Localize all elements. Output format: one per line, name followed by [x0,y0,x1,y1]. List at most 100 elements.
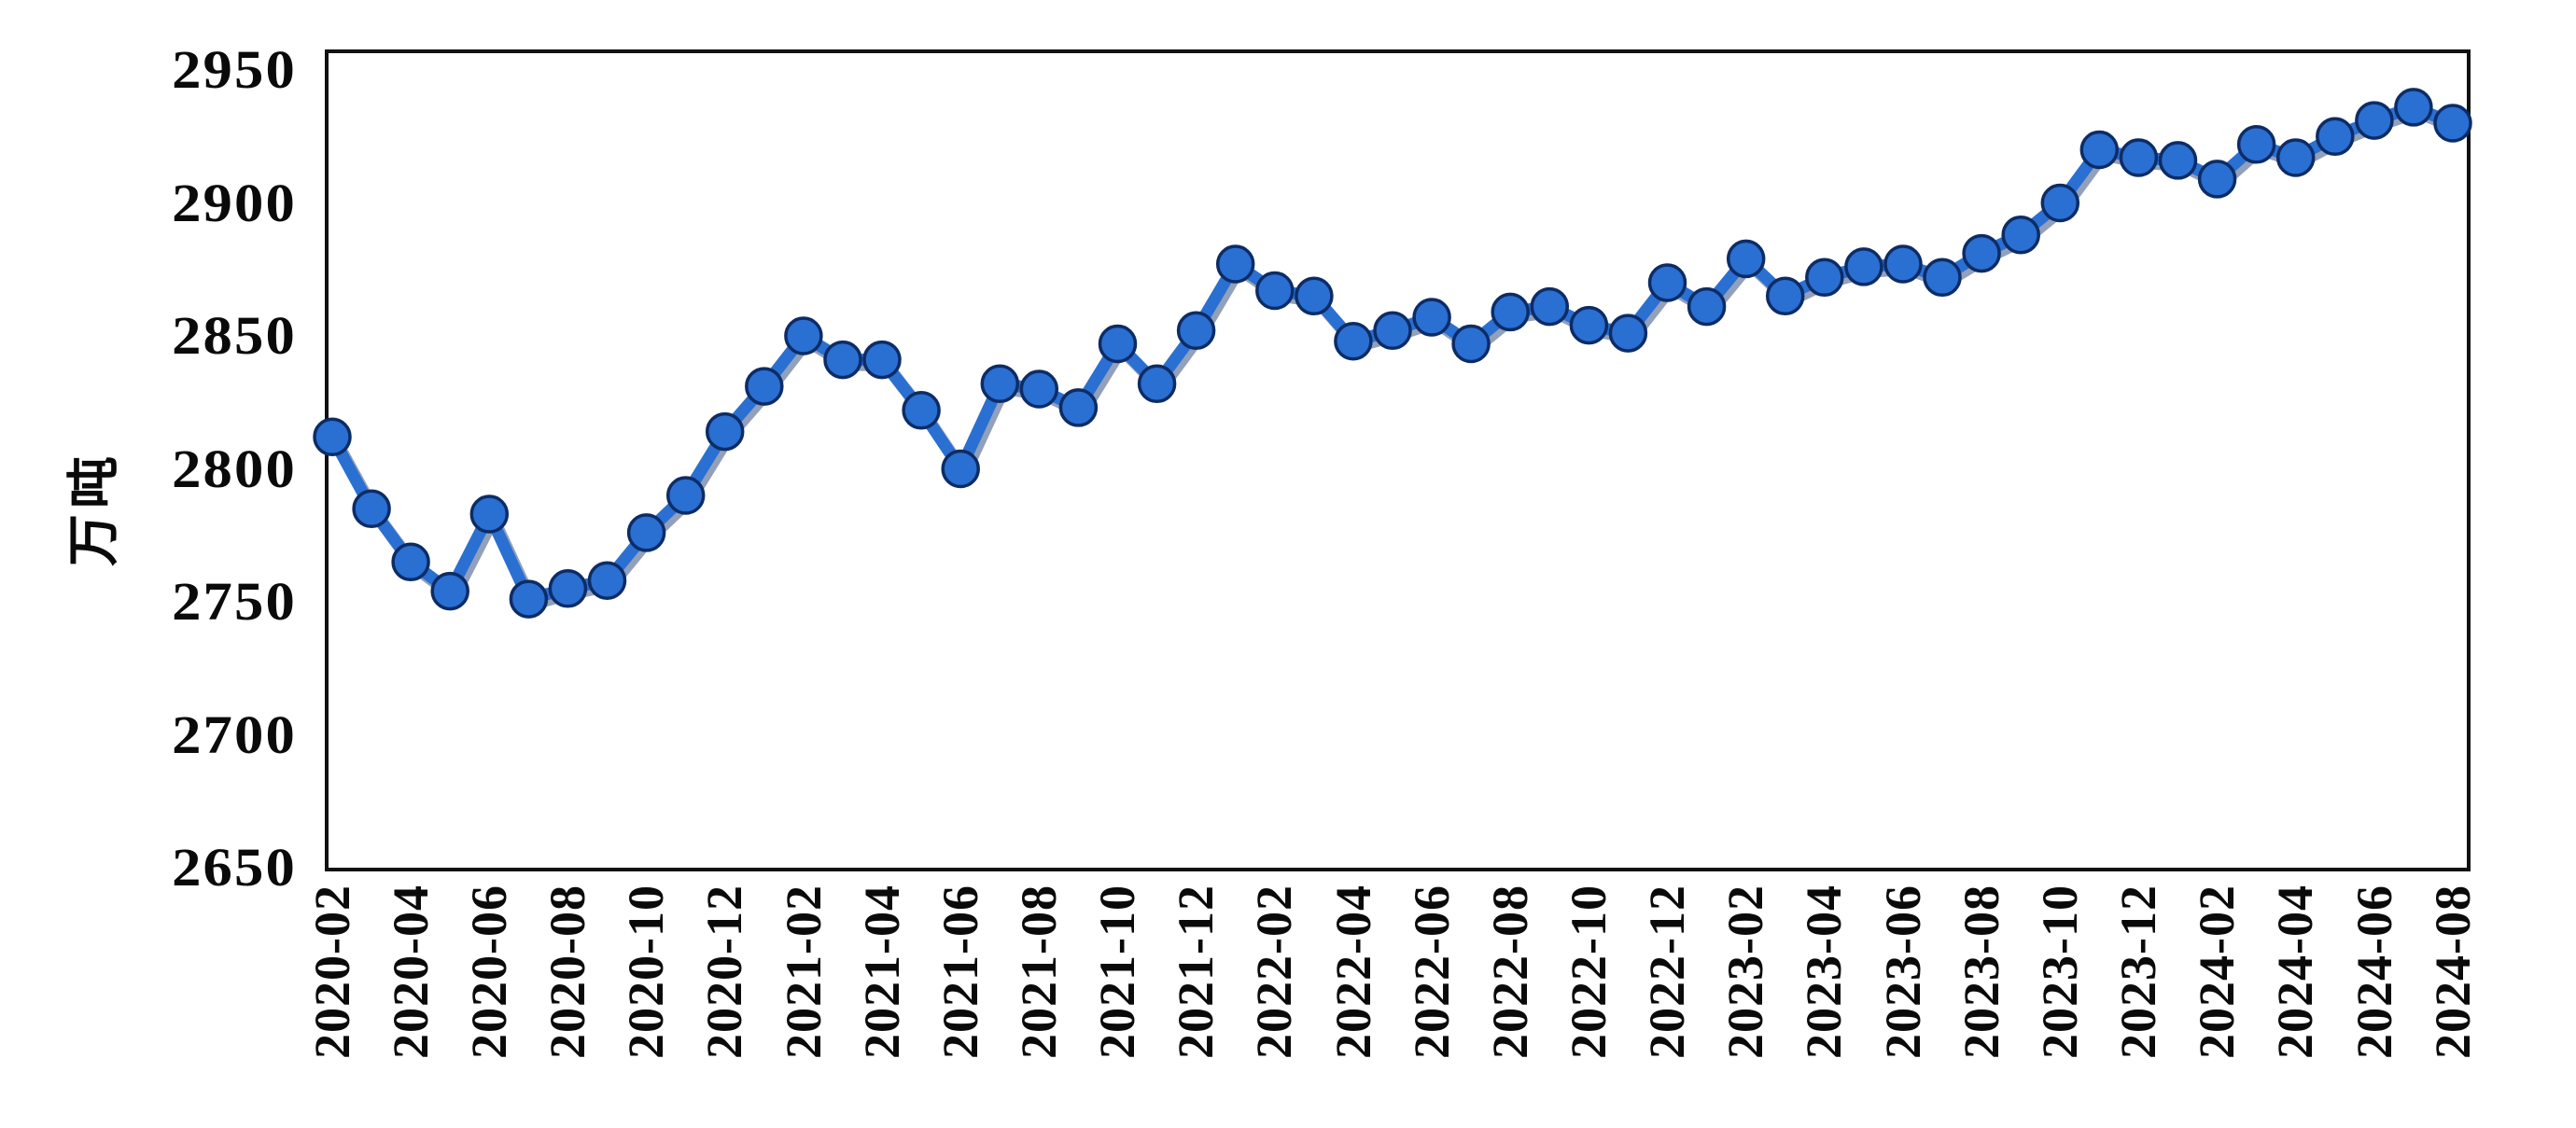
x-tick-label: 2023-12 [2110,884,2166,1118]
x-tick-label: 2024-06 [2346,884,2402,1118]
data-point [980,364,1020,404]
x-tick-label-text: 2022-04 [1324,884,1381,1059]
x-tick-label: 2021-06 [932,884,988,1118]
x-tick-label: 2022-04 [1325,884,1381,1118]
plot-border [325,49,2471,871]
data-point [1215,244,1255,284]
data-point [2079,130,2120,170]
x-tick-label-text: 2024-04 [2267,884,2324,1059]
x-tick-label-text: 2022-02 [1246,884,1303,1059]
x-tick-label: 2021-04 [854,884,910,1118]
x-tick-label-text: 2020-06 [460,884,517,1059]
data-point [2394,88,2433,127]
y-tick-label: 2850 [172,305,297,366]
data-point [1608,313,1648,353]
data-point [1805,258,1844,298]
x-tick-label-text: 2023-02 [1717,884,1774,1059]
data-point [1412,298,1451,337]
data-point [1647,263,1687,302]
x-tick-label: 2020-04 [383,884,439,1118]
data-point [1098,324,1138,364]
data-point [469,494,510,534]
data-point [2119,138,2159,177]
data-point [1530,286,1570,327]
data-point [665,476,706,515]
data-point [1176,311,1216,351]
data-point [1962,233,2001,273]
x-tick-label: 2023-02 [1717,884,1774,1118]
x-tick-label: 2021-12 [1168,884,1225,1118]
x-tick-label-text: 2020-12 [696,884,753,1059]
x-tick-label: 2023-10 [2032,884,2088,1118]
x-tick-label-text: 2022-10 [1561,884,1617,1059]
x-tick-label: 2022-12 [1639,884,1696,1118]
data-point [941,449,980,489]
x-tick-label-text: 2023-04 [1796,884,1853,1059]
data-point [1334,321,1373,361]
x-tick-label: 2020-12 [696,884,753,1118]
x-tick-label: 2022-10 [1561,884,1617,1118]
data-point [862,340,902,380]
x-tick-label-text: 2021-06 [931,884,988,1059]
data-point [1883,244,1923,284]
x-tick-label-text: 2021-08 [1010,884,1067,1059]
y-tick-label: 2650 [172,837,297,898]
x-tick-label: 2020-10 [618,884,675,1118]
data-point [1255,271,1295,311]
x-tick-label: 2020-06 [461,884,517,1118]
x-tick-label-text: 2023-08 [1953,884,2009,1059]
x-tick-label-text: 2020-10 [618,884,675,1059]
x-tick-label: 2021-10 [1089,884,1145,1118]
x-tick-label: 2022-02 [1246,884,1303,1118]
x-tick-label-text: 2020-08 [539,884,596,1059]
data-point [626,513,666,552]
x-tick-label-text: 2020-04 [382,884,439,1059]
data-point [391,542,430,582]
x-tick-label: 2024-04 [2267,884,2324,1118]
y-tick-label: 2900 [172,172,297,233]
data-point [1058,388,1099,427]
x-tick-label-text: 2022-08 [1481,884,1538,1059]
y-tick-label: 2750 [172,571,297,632]
x-tick-label: 2024-08 [2425,884,2481,1118]
data-point [784,316,823,355]
data-point [313,417,352,457]
x-tick-label: 2020-02 [304,884,360,1118]
data-point [1295,276,1334,316]
x-tick-label: 2023-08 [1953,884,2009,1118]
y-axis-unit-text: 万吨 [65,451,124,566]
data-point [1491,292,1530,332]
x-tick-label-text: 2022-12 [1639,884,1696,1059]
data-point [1687,286,1727,327]
data-point [2236,125,2276,164]
x-tick-label-text: 2024-06 [2345,884,2402,1059]
data-point [2197,160,2237,199]
data-point [509,579,549,619]
x-tick-label: 2022-08 [1482,884,1538,1118]
x-tick-label: 2020-08 [539,884,595,1118]
data-point [352,489,391,529]
data-point [902,391,941,430]
data-point [1726,239,1766,279]
y-tick-label: 2800 [172,438,297,499]
x-tick-label: 2021-08 [1011,884,1067,1118]
x-tick-label: 2022-06 [1404,884,1460,1118]
data-point [2275,138,2316,177]
data-point [1373,311,1412,351]
x-tick-label: 2024-02 [2189,884,2246,1118]
x-tick-label-text: 2022-06 [1403,884,1460,1059]
x-tick-label-text: 2023-12 [2110,884,2167,1059]
data-point [1923,258,1962,298]
data-point [430,571,469,611]
x-tick-label-text: 2021-04 [853,884,910,1059]
data-point [548,569,588,608]
x-tick-label-text: 2021-12 [1168,884,1225,1059]
data-point [1137,364,1177,404]
x-tick-label-text: 2023-06 [1874,884,1931,1059]
data-series [313,88,2472,619]
y-tick-label: 2700 [172,703,297,765]
data-point [745,367,784,406]
x-tick-label-text: 2023-10 [2031,884,2088,1059]
